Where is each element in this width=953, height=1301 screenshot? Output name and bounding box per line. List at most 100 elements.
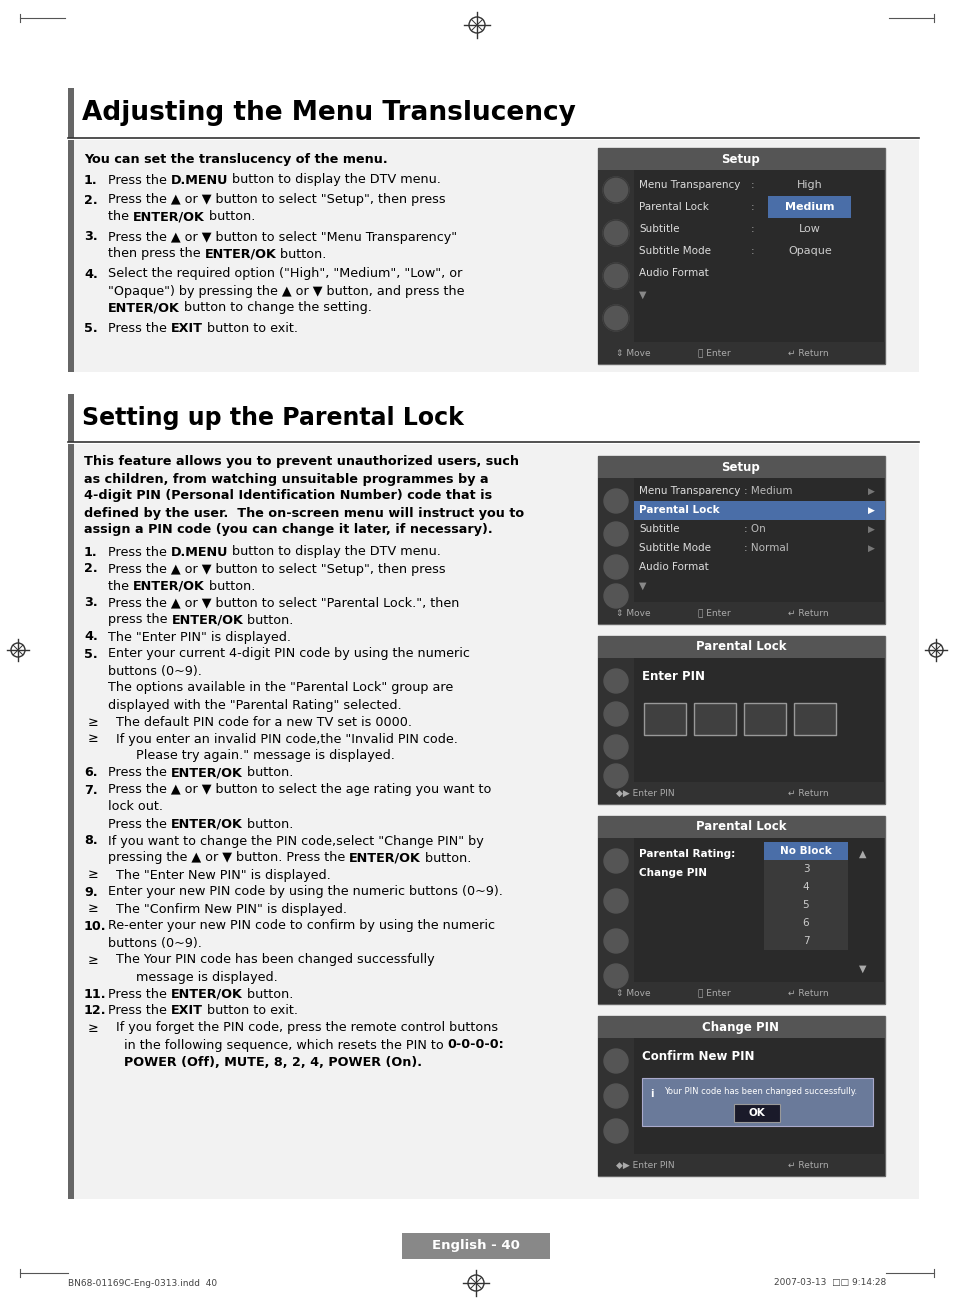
- Text: 2007-03-13  □□ 9:14:28: 2007-03-13 □□ 9:14:28: [773, 1279, 885, 1288]
- Text: ENTER/OK: ENTER/OK: [132, 211, 205, 224]
- Text: ▼: ▼: [639, 582, 646, 591]
- Text: Change PIN: Change PIN: [639, 868, 706, 878]
- Text: assign a PIN code (you can change it later, if necessary).: assign a PIN code (you can change it lat…: [84, 523, 492, 536]
- Circle shape: [603, 929, 627, 954]
- Circle shape: [603, 522, 627, 546]
- Text: ↵ Return: ↵ Return: [787, 1160, 828, 1170]
- Text: ⓧ Enter: ⓧ Enter: [698, 989, 730, 998]
- Text: lock out.: lock out.: [108, 800, 163, 813]
- Bar: [763, 860, 847, 878]
- Circle shape: [603, 850, 627, 873]
- Text: press the: press the: [108, 614, 172, 627]
- Circle shape: [603, 964, 627, 987]
- Circle shape: [603, 735, 627, 758]
- Text: Subtitle: Subtitle: [639, 224, 679, 234]
- Text: You can set the translucency of the menu.: You can set the translucency of the menu…: [84, 154, 387, 167]
- Text: ◆▶ Enter PIN: ◆▶ Enter PIN: [616, 788, 674, 798]
- Text: button.: button.: [243, 614, 294, 627]
- Text: ⓧ Enter: ⓧ Enter: [698, 609, 730, 618]
- Text: ↵ Return: ↵ Return: [787, 989, 828, 998]
- Text: 7.: 7.: [84, 783, 97, 796]
- Text: D.MENU: D.MENU: [171, 173, 228, 186]
- Text: then press the: then press the: [108, 247, 204, 260]
- Text: ↵ Return: ↵ Return: [787, 788, 828, 798]
- Bar: [763, 878, 847, 896]
- Text: Audio Format: Audio Format: [639, 268, 708, 278]
- Bar: [693, 703, 735, 735]
- Text: 4-digit PIN (Personal Identification Number) code that is: 4-digit PIN (Personal Identification Num…: [84, 489, 492, 502]
- Text: message is displayed.: message is displayed.: [116, 971, 277, 984]
- Text: defined by the user.  The on-screen menu will instruct you to: defined by the user. The on-screen menu …: [84, 506, 523, 519]
- Text: ENTER/OK: ENTER/OK: [171, 766, 242, 779]
- Circle shape: [603, 1049, 627, 1073]
- Text: If you forget the PIN code, press the remote control buttons: If you forget the PIN code, press the re…: [108, 1021, 497, 1034]
- Text: "Opaque") by pressing the ▲ or ▼ button, and press the: "Opaque") by pressing the ▲ or ▼ button,…: [108, 285, 464, 298]
- Text: button to display the DTV menu.: button to display the DTV menu.: [228, 173, 440, 186]
- Text: ▼: ▼: [859, 964, 866, 974]
- Text: If you enter an invalid PIN code,the "Invalid PIN code.: If you enter an invalid PIN code,the "In…: [108, 732, 457, 745]
- Text: :: :: [750, 246, 754, 256]
- Circle shape: [603, 489, 627, 513]
- Circle shape: [603, 1084, 627, 1108]
- Bar: [793, 703, 835, 735]
- Bar: [598, 170, 634, 342]
- Text: Adjusting the Menu Translucency: Adjusting the Menu Translucency: [82, 100, 576, 126]
- Text: No Block: No Block: [780, 846, 831, 856]
- Text: 11.: 11.: [84, 987, 107, 1000]
- Text: Setup: Setup: [720, 461, 760, 474]
- Text: 5.: 5.: [84, 321, 97, 334]
- Text: ▶: ▶: [866, 544, 874, 553]
- Text: 1.: 1.: [84, 545, 97, 558]
- Text: ▼: ▼: [639, 290, 646, 301]
- Text: button.: button.: [420, 851, 471, 864]
- Bar: [763, 842, 847, 860]
- Bar: [598, 816, 884, 1004]
- Text: ≥: ≥: [88, 869, 98, 882]
- Text: i: i: [650, 1089, 653, 1099]
- Text: Press the: Press the: [108, 545, 171, 558]
- Text: The default PIN code for a new TV set is 0000.: The default PIN code for a new TV set is…: [108, 716, 412, 729]
- Text: ⓧ Enter: ⓧ Enter: [698, 349, 730, 358]
- Text: buttons (0~9).: buttons (0~9).: [108, 665, 202, 678]
- Bar: [598, 636, 884, 804]
- Bar: [68, 394, 74, 442]
- Bar: [598, 602, 884, 624]
- Bar: [641, 1079, 872, 1125]
- Bar: [598, 1038, 634, 1154]
- Bar: [68, 444, 74, 1200]
- Bar: [643, 703, 685, 735]
- Bar: [763, 915, 847, 932]
- Text: Confirm New PIN: Confirm New PIN: [641, 1050, 754, 1063]
- Bar: [598, 782, 884, 804]
- Text: displayed with the "Parental Rating" selected.: displayed with the "Parental Rating" sel…: [108, 699, 401, 712]
- Text: 3.: 3.: [84, 596, 97, 609]
- Text: OK: OK: [748, 1108, 764, 1118]
- Text: The Your PIN code has been changed successfully: The Your PIN code has been changed succe…: [108, 954, 435, 967]
- Text: Parental Lock: Parental Lock: [639, 505, 719, 515]
- Text: ◆▶ Enter PIN: ◆▶ Enter PIN: [616, 1160, 674, 1170]
- Text: Select the required option ("High", "Medium", "Low", or: Select the required option ("High", "Med…: [108, 268, 462, 281]
- Bar: [598, 1016, 884, 1176]
- Text: 3.: 3.: [84, 230, 97, 243]
- Bar: [598, 816, 884, 838]
- Text: 1.: 1.: [84, 173, 97, 186]
- Text: button to exit.: button to exit.: [203, 321, 297, 334]
- Text: 2.: 2.: [84, 194, 97, 207]
- Text: :: :: [750, 224, 754, 234]
- Text: Parental Lock: Parental Lock: [695, 640, 785, 653]
- Text: D.MENU: D.MENU: [171, 545, 228, 558]
- Text: Press the: Press the: [108, 173, 171, 186]
- Text: ▶: ▶: [866, 487, 874, 496]
- Text: ENTER/OK: ENTER/OK: [132, 579, 205, 592]
- Text: 4: 4: [801, 882, 808, 892]
- Text: Low: Low: [799, 224, 821, 234]
- Text: ENTER/OK: ENTER/OK: [204, 247, 276, 260]
- Text: button to change the setting.: button to change the setting.: [179, 302, 372, 315]
- Text: ▶: ▶: [866, 524, 874, 533]
- Text: button.: button.: [242, 766, 293, 779]
- Text: ⇕ Move: ⇕ Move: [616, 609, 650, 618]
- Text: 5.: 5.: [84, 648, 97, 661]
- Text: : Normal: : Normal: [743, 543, 788, 553]
- Bar: [598, 1154, 884, 1176]
- Text: ≥: ≥: [88, 716, 98, 729]
